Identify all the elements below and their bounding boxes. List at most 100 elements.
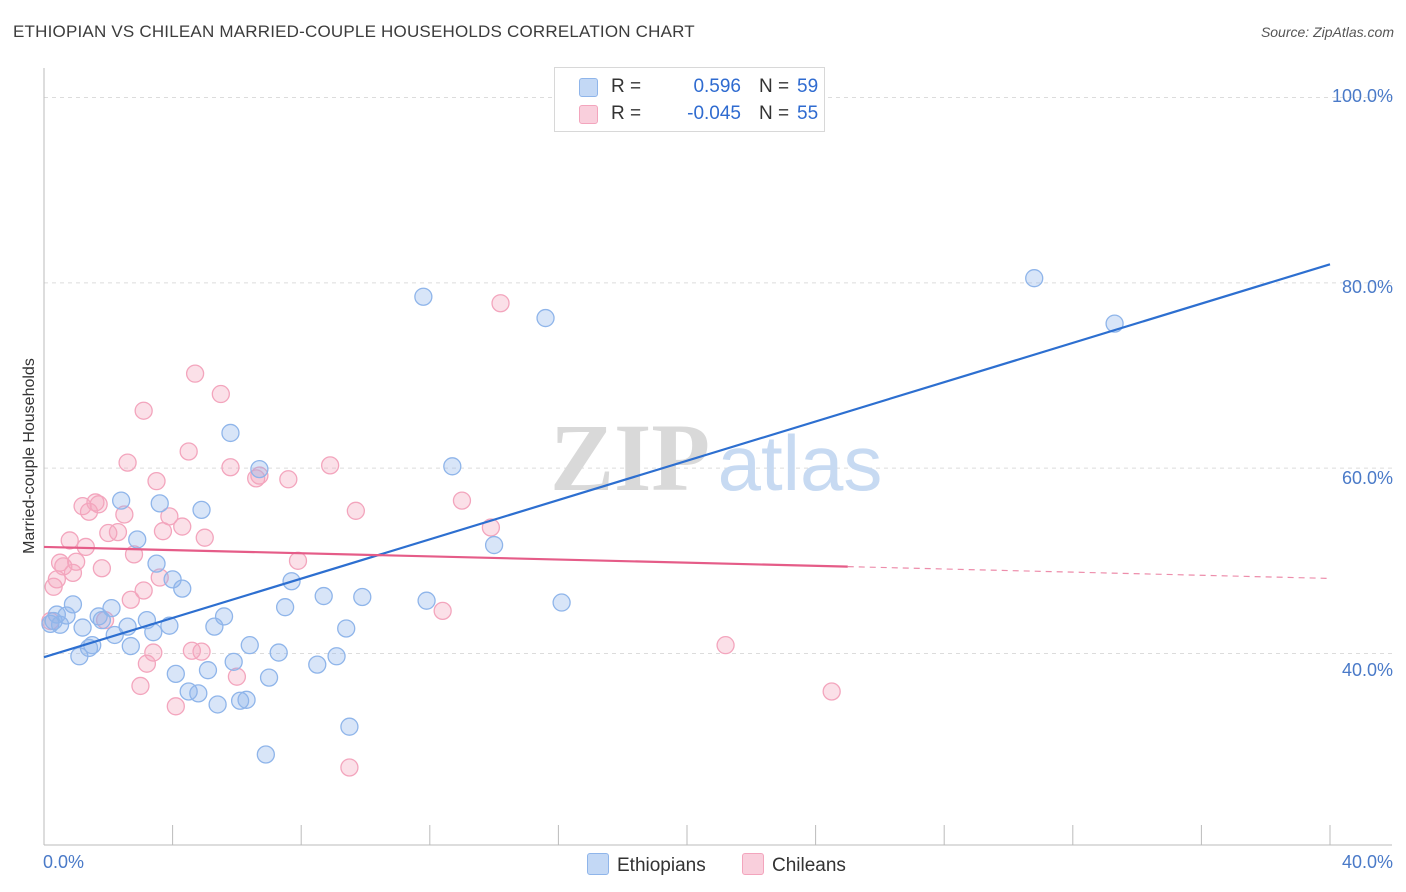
ethiopian-point — [192, 500, 211, 520]
legend-label-ethiopians: Ethiopians — [617, 855, 706, 876]
ethiopian-point — [340, 717, 359, 736]
ethiopian-point — [160, 616, 179, 635]
chilean-point — [279, 470, 298, 489]
chilean-point — [108, 522, 128, 542]
ethiopian-point — [166, 664, 185, 684]
legend-label-chileans: Chileans — [772, 855, 846, 876]
ethiopian-point — [102, 598, 121, 618]
ethiopian-point — [414, 287, 433, 306]
legend-item-ethiopians[interactable]: Ethiopians — [587, 853, 706, 877]
ethiopian-point — [269, 643, 288, 662]
chilean-point — [89, 495, 108, 514]
chilean-point — [131, 676, 150, 696]
chilean-trend-line — [43, 545, 848, 568]
chilean-point — [67, 552, 86, 571]
axes — [43, 68, 1392, 846]
ethiopian-point — [275, 598, 295, 617]
stats-legend: R = 0.596 N = 59 R = -0.045 N = 55 — [554, 67, 825, 132]
legend-r-label: R = — [611, 103, 642, 124]
legend-n-value: 59 — [797, 76, 819, 97]
chilean-trend-line-extrapolated — [847, 566, 1331, 580]
ethiopian-point — [224, 652, 243, 671]
ethiopian-point — [314, 586, 333, 606]
legend-r-label: R = — [611, 76, 642, 97]
ethiopian-point — [327, 647, 346, 666]
chilean-point — [134, 581, 153, 600]
ethiopian-point — [198, 661, 218, 680]
chilean-point — [320, 456, 340, 475]
ethiopian-point — [50, 615, 70, 634]
ethiopian-point — [552, 593, 571, 612]
ethiopian-point — [47, 605, 67, 624]
chilean-point — [227, 667, 247, 686]
legend-r-value: -0.045 — [687, 103, 741, 124]
ethiopian-point — [121, 636, 140, 656]
y-tick-label-40: 40.0% — [1341, 660, 1393, 680]
y-tick-label-60: 60.0% — [1341, 468, 1393, 488]
ethiopian-point — [189, 684, 208, 703]
chilean-point — [195, 528, 214, 547]
ethiopian-point — [128, 530, 147, 549]
y-tick-label-80: 80.0% — [1341, 277, 1393, 297]
legend-swatch-ethiopians — [579, 78, 598, 97]
ethiopian-point — [208, 695, 227, 714]
chilean-point — [716, 636, 735, 655]
chilean-point — [166, 697, 185, 716]
ethiopian-point — [214, 607, 234, 626]
chilean-point — [160, 507, 179, 526]
ethiopian-trend-line — [43, 263, 1331, 659]
ethiopian-point — [221, 423, 240, 443]
chilean-point — [147, 471, 166, 491]
ethiopian-point — [150, 494, 169, 513]
ethiopian-point — [92, 610, 112, 630]
ethiopian-point — [259, 668, 279, 687]
ethiopian-point — [230, 691, 250, 710]
ethiopian-point — [240, 636, 259, 655]
legend-n-label: N = — [759, 103, 790, 124]
legend-swatch-ethiopians — [587, 853, 609, 875]
legend-item-chileans[interactable]: Chileans — [742, 853, 846, 877]
chilean-point — [288, 551, 308, 570]
legend-n-label: N = — [759, 76, 790, 97]
ethiopian-point — [443, 457, 462, 476]
x-tick-label-max: 40.0% — [1341, 852, 1393, 872]
chart-source: Source: ZipAtlas.com — [1260, 24, 1394, 40]
watermark-atlas: atlas — [718, 419, 883, 507]
chilean-point — [86, 493, 105, 512]
ethiopian-point — [147, 554, 166, 573]
chilean-point — [63, 563, 83, 583]
chilean-point — [822, 682, 841, 701]
chart-title: ETHIOPIAN VS CHILEAN MARRIED-COUPLE HOUS… — [13, 22, 695, 41]
legend-r-value: 0.596 — [693, 76, 741, 97]
chilean-point — [221, 458, 240, 477]
chilean-points — [41, 294, 841, 777]
legend-swatch-chileans — [742, 853, 764, 875]
chilean-point — [60, 531, 79, 550]
ethiopian-point — [484, 535, 504, 555]
x-tick-label-min: 0.0% — [43, 852, 85, 872]
legend-swatch-chileans — [579, 105, 598, 124]
chilean-point — [137, 654, 157, 673]
chilean-point — [185, 364, 205, 383]
chilean-point — [92, 559, 112, 578]
chilean-point — [346, 501, 366, 520]
chilean-point — [182, 641, 202, 660]
ethiopian-point — [536, 308, 555, 328]
chilean-point — [433, 601, 452, 621]
chilean-point — [121, 590, 140, 609]
chilean-point — [173, 517, 192, 536]
ethiopian-point — [163, 570, 182, 589]
gridlines — [44, 97, 1392, 654]
chilean-point — [179, 442, 198, 461]
chilean-point — [79, 502, 99, 521]
chilean-point — [192, 642, 211, 661]
trend-lines — [43, 263, 1331, 659]
chilean-point — [118, 453, 137, 472]
ethiopian-point — [1025, 269, 1044, 288]
ethiopian-point — [73, 618, 92, 637]
chilean-point — [452, 491, 472, 510]
ethiopian-point — [250, 459, 269, 479]
ethiopian-points — [41, 269, 1124, 764]
ethiopian-point — [57, 606, 76, 625]
